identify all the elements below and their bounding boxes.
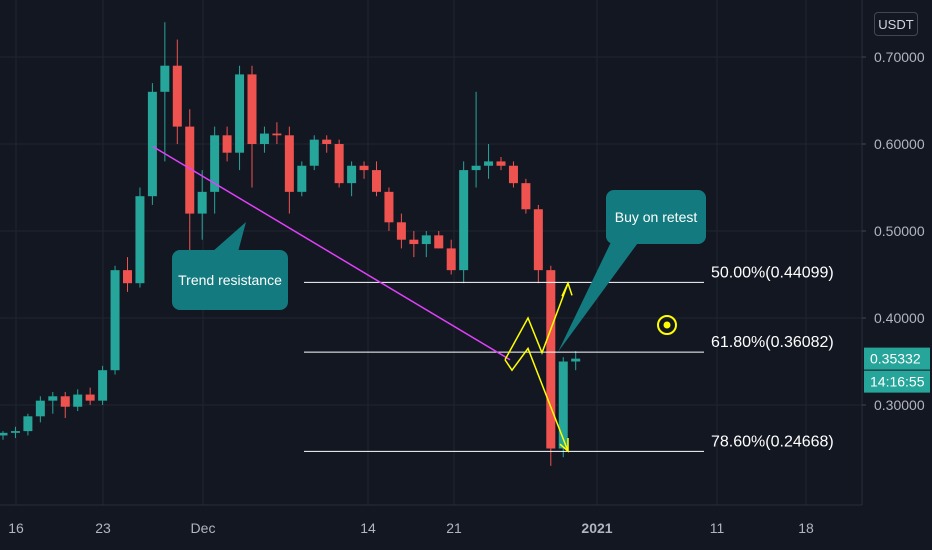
candle-down	[434, 235, 444, 249]
time-tick-label: 23	[95, 520, 111, 536]
candle-up	[421, 235, 431, 245]
trend-callout-label: Trend resistance	[178, 272, 282, 288]
time-tick-label: 11	[710, 520, 725, 536]
candle-up	[309, 139, 319, 166]
time-tick-label: 21	[446, 520, 462, 536]
candle-down	[60, 396, 70, 407]
candle-down	[185, 126, 195, 214]
last-price-badge	[864, 347, 930, 370]
time-tick-label: 2021	[581, 520, 612, 536]
candle-up	[160, 65, 170, 92]
candle-up	[147, 91, 157, 197]
candle-up	[558, 361, 568, 449]
countdown-badge	[864, 370, 930, 393]
candle-down	[496, 161, 506, 166]
fib-level-label: 78.60%(0.24668)	[711, 433, 834, 450]
last-price-label: 0.35332	[870, 351, 921, 367]
candle-up	[347, 165, 357, 184]
candle-up	[459, 170, 469, 271]
candle-down	[172, 65, 182, 127]
trend-resistance-line	[152, 145, 511, 361]
candle-up	[571, 358, 581, 362]
candle-down	[384, 191, 394, 223]
marker-icon	[657, 315, 677, 335]
buy-callout-box	[606, 190, 706, 244]
candle-up	[73, 394, 83, 407]
trend-callout-box	[172, 250, 288, 310]
buy-callout-label: Buy on retest	[615, 209, 698, 225]
trend-callout-pointer	[212, 222, 246, 252]
time-tick-label: Dec	[191, 520, 216, 536]
candle-up	[10, 431, 20, 433]
price-tick-label: 0.30000	[874, 397, 925, 413]
candle-up	[35, 400, 45, 417]
bullish-projection-path	[504, 282, 569, 361]
candle-up	[210, 135, 220, 192]
candle-down	[396, 222, 406, 240]
time-tick-label: 18	[798, 520, 814, 536]
time-tick-label: 14	[360, 520, 376, 536]
currency-badge[interactable]: USDT	[874, 12, 918, 36]
candle-up	[297, 165, 307, 192]
bearish-projection-path	[504, 346, 569, 452]
bullish-arrowhead	[561, 281, 573, 297]
candle-down	[322, 139, 332, 144]
candle-down	[247, 74, 257, 144]
price-tick-label: 0.40000	[874, 310, 925, 326]
candle-down	[372, 170, 381, 192]
candle-up	[135, 196, 145, 284]
candle-down	[85, 394, 95, 401]
candle-down	[334, 144, 344, 184]
marker-icon-dot	[663, 321, 671, 329]
fib-level-label: 61.80%(0.36082)	[711, 334, 834, 351]
price-tick-label: 0.70000	[874, 49, 925, 65]
candle-up	[48, 396, 58, 401]
candle-up	[110, 270, 120, 371]
candle-down	[272, 133, 282, 136]
candle-up	[0, 432, 8, 436]
candle-down	[521, 183, 531, 210]
time-tick-label: 16	[8, 520, 24, 536]
countdown-label: 14:16:55	[870, 374, 925, 390]
candle-up	[235, 74, 245, 153]
candle-down	[446, 248, 456, 271]
price-tick-label: 0.60000	[874, 136, 925, 152]
candle-down	[546, 270, 556, 449]
price-tick-label: 0.50000	[874, 223, 925, 239]
fib-level-label: 50.00%(0.44099)	[711, 264, 834, 281]
candle-up	[471, 165, 481, 171]
candle-up	[23, 416, 33, 432]
candle-up	[197, 191, 207, 214]
candle-down	[508, 165, 518, 184]
candle-down	[409, 239, 419, 245]
buy-callout-pointer	[558, 240, 640, 352]
candle-down	[533, 209, 543, 271]
candle-up	[484, 161, 494, 166]
candle-up	[259, 133, 269, 144]
candle-down	[359, 165, 369, 171]
candle-down	[222, 135, 232, 153]
candle-down	[284, 135, 294, 192]
candle-up	[98, 370, 108, 401]
bearish-arrowhead	[559, 438, 569, 453]
candle-down	[123, 270, 132, 284]
